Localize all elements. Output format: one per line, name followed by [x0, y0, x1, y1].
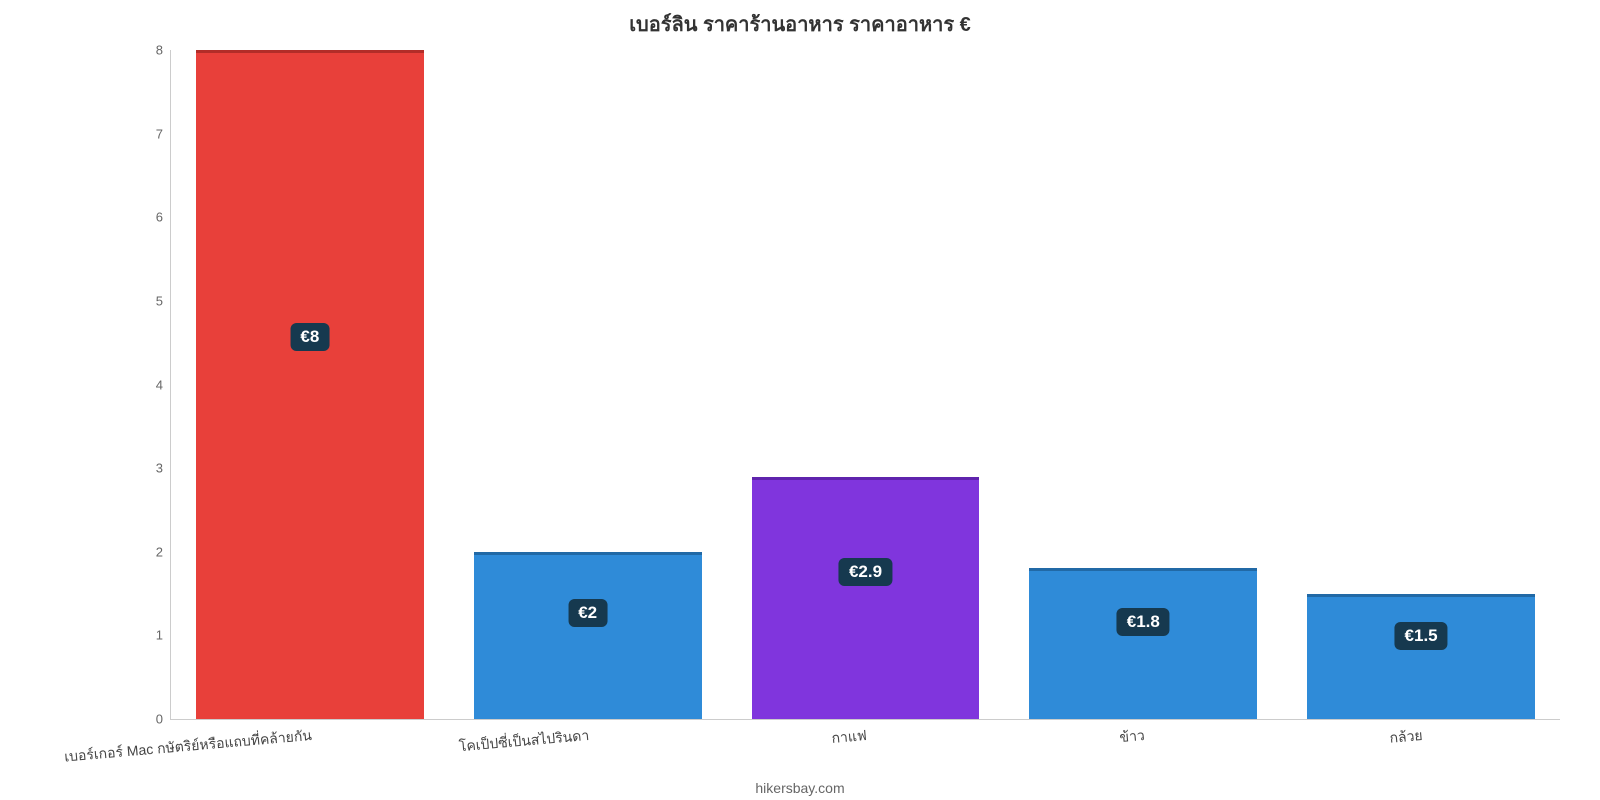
bar: €1.5	[1307, 594, 1535, 719]
plot-area: 012345678€8เบอร์เกอร์ Mac กษัตริย์หรือแถ…	[170, 50, 1560, 720]
bar-top-edge	[196, 50, 424, 53]
x-tick-label: ข้าว	[1118, 719, 1146, 749]
bar-top-edge	[1029, 568, 1257, 571]
value-badge: €2.9	[839, 558, 892, 586]
y-tick-label: 4	[156, 377, 171, 392]
y-tick-label: 7	[156, 126, 171, 141]
y-tick-label: 0	[156, 712, 171, 727]
bar-top-edge	[1307, 594, 1535, 597]
y-tick-label: 8	[156, 43, 171, 58]
chart-container: เบอร์ลิน ราคาร้านอาหาร ราคาอาหาร € 01234…	[0, 0, 1600, 800]
y-tick-label: 6	[156, 210, 171, 225]
value-badge: €1.5	[1395, 622, 1448, 650]
value-badge: €1.8	[1117, 608, 1170, 636]
y-tick-label: 5	[156, 293, 171, 308]
x-tick-label: กล้วย	[1388, 719, 1423, 750]
x-tick-label: เบอร์เกอร์ Mac กษัตริย์หรือแถบที่คล้ายกั…	[62, 719, 312, 769]
bar-top-edge	[474, 552, 702, 555]
credit-text: hikersbay.com	[0, 780, 1600, 796]
value-badge: €8	[290, 323, 329, 351]
bar: €8	[196, 50, 424, 719]
x-tick-label: โคเป็ปซี่เป็นสไปรินดา	[457, 719, 590, 758]
bar: €2	[474, 552, 702, 719]
x-tick-label: กาแฟ	[830, 719, 868, 750]
bar: €1.8	[1029, 568, 1257, 719]
y-tick-label: 3	[156, 461, 171, 476]
chart-title: เบอร์ลิน ราคาร้านอาหาร ราคาอาหาร €	[0, 8, 1600, 40]
value-badge: €2	[568, 599, 607, 627]
bar: €2.9	[752, 477, 980, 720]
y-tick-label: 1	[156, 628, 171, 643]
y-tick-label: 2	[156, 544, 171, 559]
bar-top-edge	[752, 477, 980, 480]
